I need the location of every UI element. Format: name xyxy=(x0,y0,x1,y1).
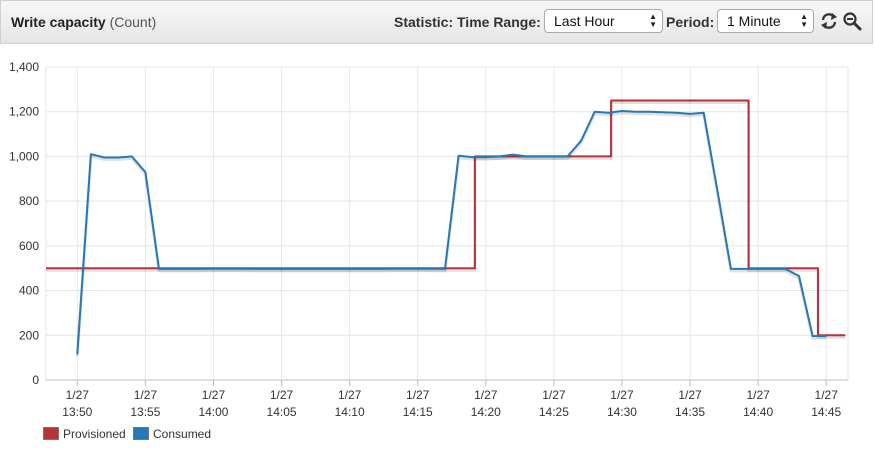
x-tick-label-time: 13:55 xyxy=(130,405,160,419)
series-line-consumed xyxy=(76,110,827,355)
x-tick-label-date: 1/27 xyxy=(134,388,158,402)
x-tick-label-date: 1/27 xyxy=(678,388,702,402)
zoom-out-icon[interactable] xyxy=(842,11,862,31)
x-tick-label-date: 1/27 xyxy=(338,388,362,402)
time-range-label: Time Range: xyxy=(457,14,541,30)
series-shadow-provisioned xyxy=(46,101,846,339)
legend-label-provisioned: Provisioned xyxy=(63,427,126,441)
y-tick-label: 200 xyxy=(19,328,39,342)
refresh-icon[interactable] xyxy=(819,11,839,31)
x-tick-label-date: 1/27 xyxy=(66,388,90,402)
x-tick-label-date: 1/27 xyxy=(542,388,566,402)
y-tick-label: 1,200 xyxy=(9,105,39,119)
metric-name: Write capacity xyxy=(11,14,106,30)
y-tick-label: 800 xyxy=(19,194,39,208)
x-tick-label-time: 14:05 xyxy=(267,405,297,419)
x-tick-label-time: 14:15 xyxy=(403,405,433,419)
y-tick-label: 0 xyxy=(32,373,39,387)
legend-swatch-consumed xyxy=(133,427,149,440)
x-tick-label-time: 14:20 xyxy=(471,405,501,419)
legend-swatch-provisioned xyxy=(43,427,59,440)
x-tick-label-time: 14:30 xyxy=(607,405,637,419)
x-tick-label-time: 14:00 xyxy=(198,405,228,419)
x-tick-label-time: 14:35 xyxy=(675,405,705,419)
period-label: Period: xyxy=(666,14,715,30)
select-arrows-icon: ▲ ▼ xyxy=(649,12,657,29)
metric-unit: (Count) xyxy=(109,14,157,30)
time-range-select[interactable]: Last Hour ▲ ▼ xyxy=(544,9,663,33)
select-arrows-icon: ▲ ▼ xyxy=(800,12,808,29)
chart-title: Write capacity (Count) xyxy=(11,14,156,30)
y-tick-label: 1,400 xyxy=(9,60,39,74)
statistic-label: Statistic: xyxy=(394,14,454,30)
x-tick-label-time: 14:10 xyxy=(335,405,365,419)
x-tick-label-time: 14:25 xyxy=(539,405,569,419)
x-tick-label-time: 14:40 xyxy=(743,405,773,419)
x-axis-ticks: 1/27 13:50 1/27 13:55 1/27 14:00 1/27 14:05 1/27… xyxy=(62,388,841,419)
y-tick-label: 400 xyxy=(19,284,39,298)
series-lines xyxy=(46,99,846,357)
legend-item-provisioned[interactable]: Provisioned xyxy=(43,427,126,441)
y-axis-ticks: 0 200 400 600 800 1,000 1,200 1,400 xyxy=(9,60,39,387)
x-tick-label-date: 1/27 xyxy=(610,388,634,402)
x-tick-label-date: 1/27 xyxy=(406,388,430,402)
x-tick-label-date: 1/27 xyxy=(270,388,294,402)
x-tick-label-time: 14:45 xyxy=(811,405,841,419)
x-tick-label-date: 1/27 xyxy=(474,388,498,402)
x-tick-label-date: 1/27 xyxy=(202,388,226,402)
time-range-value: Last Hour xyxy=(554,13,615,29)
x-tick-label-date: 1/27 xyxy=(815,388,839,402)
series-line-provisioned xyxy=(46,99,846,337)
grid-lines xyxy=(45,66,849,386)
period-value: 1 Minute xyxy=(727,13,781,29)
x-tick-label-date: 1/27 xyxy=(746,388,770,402)
x-tick-label-time: 13:50 xyxy=(62,405,92,419)
period-select[interactable]: 1 Minute ▲ ▼ xyxy=(717,9,814,33)
series-shadow-consumed xyxy=(75,111,827,357)
legend-label-consumed: Consumed xyxy=(153,427,212,441)
chart-header: Write capacity (Count) Statistic: Time R… xyxy=(0,0,873,44)
y-tick-label: 1,000 xyxy=(9,149,39,163)
legend-item-consumed[interactable]: Consumed xyxy=(133,427,211,441)
y-tick-label: 600 xyxy=(19,239,39,253)
